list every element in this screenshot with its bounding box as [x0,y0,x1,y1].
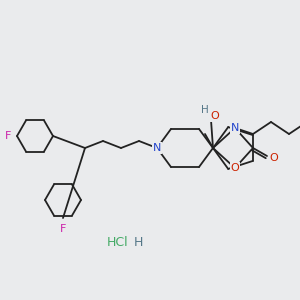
Text: O: O [211,111,219,121]
Text: H: H [133,236,143,250]
Text: F: F [60,224,66,234]
Text: H: H [201,105,209,115]
Text: N: N [231,123,239,133]
Text: O: O [231,163,239,173]
Text: O: O [270,153,278,163]
Text: HCl: HCl [107,236,129,250]
Text: N: N [153,143,161,153]
Text: F: F [5,131,11,141]
